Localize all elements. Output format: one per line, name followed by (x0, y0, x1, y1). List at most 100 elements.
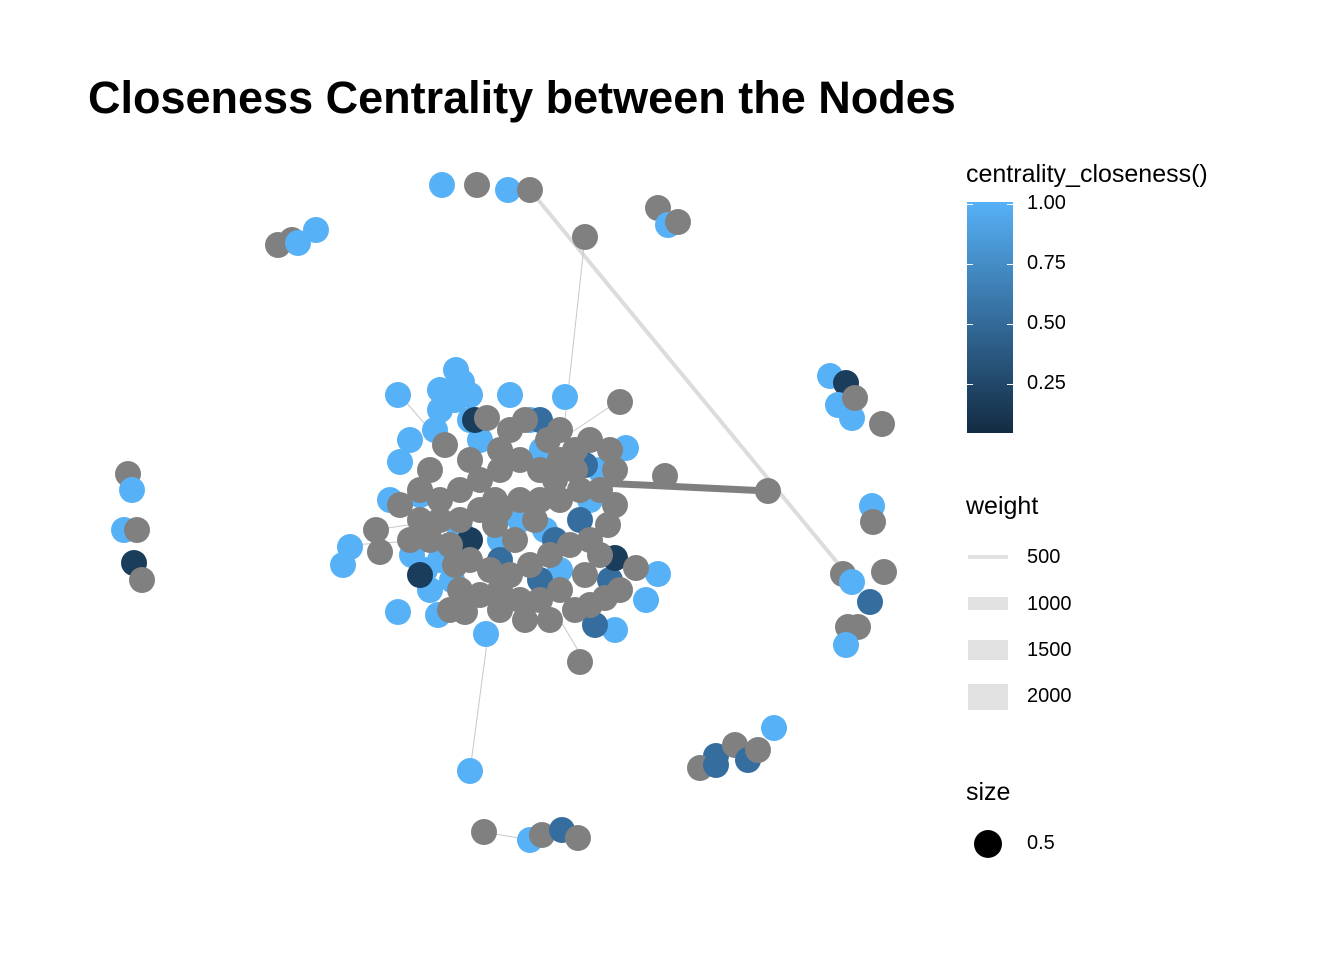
graph-node (869, 411, 895, 437)
graph-node (602, 457, 628, 483)
graph-node (577, 427, 603, 453)
graph-node (495, 177, 521, 203)
graph-node (487, 437, 513, 463)
graph-node (457, 758, 483, 784)
graph-node (407, 562, 433, 588)
weight-legend-label: 500 (1027, 546, 1061, 568)
graph-node (597, 437, 623, 463)
graph-node (477, 557, 503, 583)
graph-node (567, 507, 593, 533)
graph-node (842, 385, 868, 411)
graph-node (527, 587, 553, 613)
graph-node (562, 457, 588, 483)
graph-node (429, 172, 455, 198)
weight-key-1000 (968, 597, 1008, 610)
graph-node (487, 457, 513, 483)
graph-node (303, 217, 329, 243)
graph-node (552, 384, 578, 410)
graph-node (557, 532, 583, 558)
graph-node (507, 447, 533, 473)
graph-node (547, 577, 573, 603)
graph-node (565, 825, 591, 851)
graph-node (397, 527, 423, 553)
graph-node (467, 467, 493, 493)
graph-node (607, 577, 633, 603)
graph-node (457, 447, 483, 473)
graph-node (507, 487, 533, 513)
graph-node (363, 517, 389, 543)
graph-node (387, 492, 413, 518)
graph-node (839, 405, 865, 431)
graph-node (587, 542, 613, 568)
color-legend-label: 0.75 (1027, 252, 1066, 274)
weight-legend-label: 1500 (1027, 639, 1072, 661)
graph-node (582, 612, 608, 638)
graph-node (502, 527, 528, 553)
color-legend-title: centrality_closeness() (966, 160, 1208, 188)
graph-node (745, 737, 771, 763)
graph-node (537, 607, 563, 633)
graph-node (442, 552, 468, 578)
graph-node (665, 209, 691, 235)
graph-node (567, 477, 593, 503)
colorbar-tick (967, 324, 973, 325)
graph-node (464, 172, 490, 198)
graph-node (482, 512, 508, 538)
graph-node (547, 417, 573, 443)
weight-legend-label: 2000 (1027, 685, 1072, 707)
graph-node (542, 467, 568, 493)
graph-node (447, 577, 473, 603)
weight-legend-label: 1000 (1027, 593, 1072, 615)
graph-node (527, 487, 553, 513)
graph-node (602, 492, 628, 518)
graph-edge (469, 634, 489, 772)
graph-node (517, 552, 543, 578)
graph-node (607, 389, 633, 415)
colorbar-tick (1007, 324, 1013, 325)
graph-node (761, 715, 787, 741)
size-legend-label: 0.5 (1027, 832, 1055, 854)
weight-key-1500 (968, 640, 1008, 660)
graph-node (474, 405, 500, 431)
weight-key-500 (968, 555, 1008, 559)
color-legend-label: 1.00 (1027, 192, 1066, 214)
graph-node (833, 632, 859, 658)
graph-node (467, 582, 493, 608)
graph-node (417, 527, 443, 553)
graph-node (512, 607, 538, 633)
graph-node (547, 487, 573, 513)
graph-node (119, 477, 145, 503)
size-legend-title: size (966, 778, 1011, 806)
graph-node (497, 382, 523, 408)
graph-node (397, 427, 423, 453)
graph-node (452, 599, 478, 625)
graph-node (330, 552, 356, 578)
graph-node (703, 752, 729, 778)
network-graph (111, 172, 897, 853)
graph-node (522, 507, 548, 533)
size-key-dot (974, 830, 1002, 858)
graph-node (652, 463, 678, 489)
graph-node (857, 589, 883, 615)
graph-node (602, 617, 628, 643)
graph-node (595, 512, 621, 538)
color-legend-gradient (967, 202, 1013, 433)
graph-node (507, 587, 533, 613)
graph-node (572, 562, 598, 588)
graph-node (447, 477, 473, 503)
graph-node (755, 478, 781, 504)
graph-node (129, 567, 155, 593)
graph-node (473, 621, 499, 647)
graph-node (871, 559, 897, 585)
graph-node (633, 587, 659, 613)
color-legend-label: 0.50 (1027, 312, 1066, 334)
graph-node (487, 577, 513, 603)
graph-node (517, 177, 543, 203)
graph-node (467, 427, 493, 453)
weight-key-2000 (968, 684, 1008, 710)
graph-node (537, 542, 563, 568)
graph-node (367, 539, 393, 565)
graph-node (387, 449, 413, 475)
graph-node (442, 387, 468, 413)
weight-legend-title: weight (966, 492, 1039, 520)
